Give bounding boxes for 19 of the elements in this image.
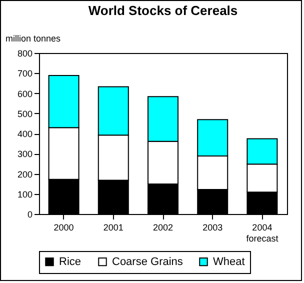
y-tick-label: 400 xyxy=(17,129,32,139)
y-tick-label: 100 xyxy=(17,189,32,200)
chart-title: World Stocks of Cereals xyxy=(88,3,238,18)
legend-label: Coarse Grains xyxy=(112,256,184,268)
x-tick-label: 2001 xyxy=(103,222,124,232)
legend-label: Rice xyxy=(59,256,82,268)
x-tick-label: 2002 xyxy=(152,222,174,232)
legend-label: Wheat xyxy=(213,256,245,268)
x-tick-label: 2003 xyxy=(202,222,223,232)
y-tick-label: 200 xyxy=(17,169,32,180)
x-tick-label: 2000 xyxy=(54,222,74,232)
x-tick-label: 2004 forecast xyxy=(246,222,279,244)
y-tick-label: 0 xyxy=(27,210,32,220)
y-axis-title: million tonnes xyxy=(6,34,62,44)
y-tick-label: 700 xyxy=(17,68,32,79)
y-tick-label: 500 xyxy=(17,108,32,119)
y-tick-label: 300 xyxy=(17,149,32,160)
y-tick-label: 800 xyxy=(17,48,32,58)
y-tick-label: 600 xyxy=(17,88,32,99)
